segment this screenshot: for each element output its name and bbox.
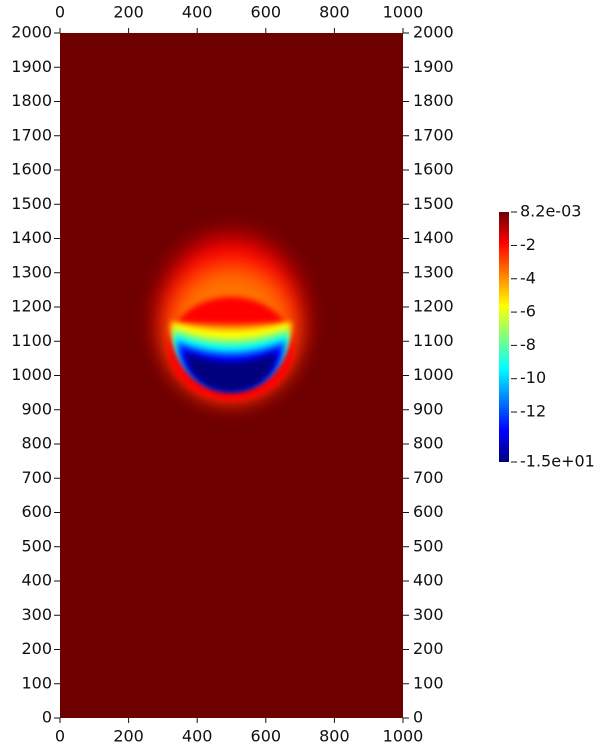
y-tick-label: 1100 <box>11 331 52 350</box>
y-tick-label: 2000 <box>11 23 52 42</box>
y-tick-label: 700 <box>21 468 52 487</box>
y-tick-label: 1300 <box>413 262 454 281</box>
y-tick-label: 1500 <box>11 194 52 213</box>
colorbar-tick-label: -6 <box>520 302 536 321</box>
y-tick-label: 100 <box>413 673 444 692</box>
y-tick-label: 1700 <box>413 125 454 144</box>
y-tick-label: 1100 <box>413 331 454 350</box>
colorbar-tick-label: -1.5e+01 <box>520 452 595 471</box>
colorbar-tick-label: -10 <box>520 368 546 387</box>
colorbar <box>499 212 509 462</box>
y-tick-label: 0 <box>42 708 52 727</box>
y-tick-label: 400 <box>413 571 444 590</box>
x-tick-label: 600 <box>251 3 282 22</box>
y-tick-label: 0 <box>413 708 423 727</box>
colorbar-tick-label: -2 <box>520 235 536 254</box>
y-tick-label: 100 <box>21 673 52 692</box>
y-tick-label: 1900 <box>413 57 454 76</box>
x-tick-label: 200 <box>113 3 144 22</box>
field <box>60 33 403 718</box>
y-tick-label: 400 <box>21 571 52 590</box>
y-tick-label: 300 <box>21 605 52 624</box>
y-tick-label: 1800 <box>11 91 52 110</box>
x-tick-label: 400 <box>182 3 213 22</box>
y-tick-label: 800 <box>21 434 52 453</box>
y-tick-label: 900 <box>21 399 52 418</box>
y-tick-label: 1900 <box>11 57 52 76</box>
y-tick-label: 900 <box>413 399 444 418</box>
x-tick-label: 200 <box>113 727 144 746</box>
x-tick-label: 800 <box>319 3 350 22</box>
y-tick-label: 200 <box>21 639 52 658</box>
y-tick-label: 1400 <box>413 228 454 247</box>
y-tick-label: 500 <box>413 536 444 555</box>
bubble-core <box>186 352 276 392</box>
colorbar-tick-label: -4 <box>520 268 536 287</box>
y-tick-label: 800 <box>413 434 444 453</box>
y-tick-label: 1400 <box>11 228 52 247</box>
x-tick-label: 400 <box>182 727 213 746</box>
x-tick-label: 0 <box>55 3 65 22</box>
y-tick-label: 1200 <box>413 297 454 316</box>
y-tick-label: 600 <box>413 502 444 521</box>
y-tick-label: 2000 <box>413 23 454 42</box>
y-tick-label: 1600 <box>11 160 52 179</box>
y-tick-label: 200 <box>413 639 444 658</box>
y-tick-label: 1700 <box>11 125 52 144</box>
y-tick-label: 600 <box>21 502 52 521</box>
bubble <box>159 236 303 401</box>
x-tick-label: 1000 <box>383 3 424 22</box>
y-tick-label: 1200 <box>11 297 52 316</box>
colorbar-tick-label: -12 <box>520 402 546 421</box>
y-tick-label: 1300 <box>11 262 52 281</box>
y-tick-label: 700 <box>413 468 444 487</box>
colorbar-tick-label: 8.2e-03 <box>520 202 581 221</box>
x-tick-label: 0 <box>55 727 65 746</box>
x-tick-label: 600 <box>251 727 282 746</box>
x-tick-label: 800 <box>319 727 350 746</box>
y-tick-label: 1000 <box>11 365 52 384</box>
x-tick-label: 1000 <box>383 727 424 746</box>
y-tick-label: 1800 <box>413 91 454 110</box>
y-tick-label: 1500 <box>413 194 454 213</box>
y-tick-label: 1600 <box>413 160 454 179</box>
y-tick-label: 300 <box>413 605 444 624</box>
y-tick-label: 1000 <box>413 365 454 384</box>
colorbar-tick-label: -8 <box>520 335 536 354</box>
y-tick-label: 500 <box>21 536 52 555</box>
